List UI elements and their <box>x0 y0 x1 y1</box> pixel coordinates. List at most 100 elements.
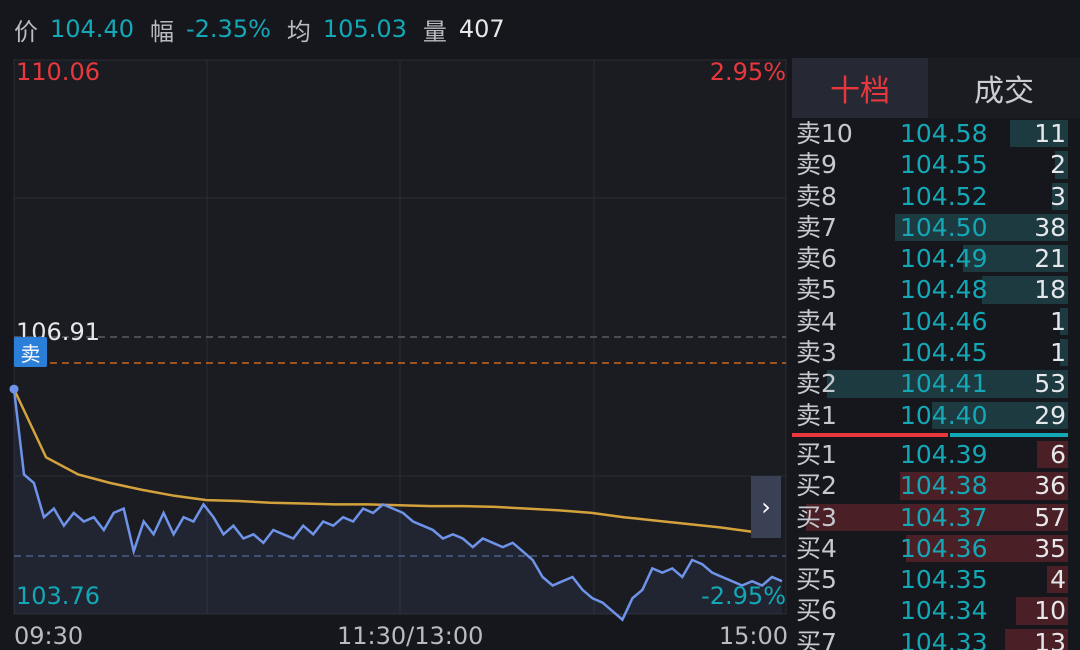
ask-volume-bar <box>963 245 1068 273</box>
bid-side-bar <box>950 432 1068 437</box>
volume-value: 407 <box>458 15 505 43</box>
bid-level-price: 104.36 <box>900 533 988 563</box>
bid-volume-bar <box>1016 597 1068 625</box>
bid-volume-bar <box>1037 440 1068 469</box>
ask-volume-bar <box>982 276 1068 304</box>
tab-trades[interactable]: 成交 <box>928 58 1080 118</box>
bid-level-price: 104.37 <box>900 502 988 532</box>
ask-level-row[interactable]: 卖9 104.55 2 <box>792 149 1080 180</box>
bid-level-row[interactable]: 买7 104.33 13 <box>792 627 1080 650</box>
time-label-open: 09:30 <box>14 622 84 650</box>
ask-level-row[interactable]: 卖2 104.41 53 <box>792 368 1080 399</box>
ask-volume-bar <box>1052 182 1068 210</box>
bid-level-label: 买3 <box>796 502 837 532</box>
ask-level-label: 卖10 <box>796 119 853 148</box>
bid-level-row[interactable]: 买5 104.35 4 <box>792 564 1080 595</box>
bid-level-price: 104.38 <box>900 471 988 501</box>
bid-level-volume: 35 <box>1034 533 1066 563</box>
ask-level-row[interactable]: 卖3 104.45 1 <box>792 337 1080 368</box>
ask-level-row[interactable]: 卖8 104.52 3 <box>792 181 1080 212</box>
bid-level-row[interactable]: 买6 104.34 10 <box>792 595 1080 626</box>
quote-bar: 价 104.40 幅 -2.35% 均 105.03 量 407 <box>0 0 790 58</box>
price-line <box>12 388 783 622</box>
intraday-chart[interactable]: 110.06 2.95% 106.91 103.76 -2.95% 09:30 … <box>0 58 790 650</box>
ask-volume-bar <box>895 213 1068 242</box>
ask-level-price: 104.50 <box>900 212 988 242</box>
ask-level-volume: 11 <box>1034 119 1066 148</box>
ask-level-label: 卖8 <box>796 181 837 211</box>
bid-level-volume: 13 <box>1034 627 1066 650</box>
bid-level-row[interactable]: 买2 104.38 36 <box>792 470 1080 501</box>
sell-order-tag[interactable]: 卖 <box>14 337 47 367</box>
ask-level-price: 104.45 <box>900 338 988 368</box>
ask-level-label: 卖1 <box>796 400 837 430</box>
ask-level-volume: 1 <box>1050 306 1066 336</box>
ask-volume-bar <box>827 370 1068 398</box>
bid-level-volume: 10 <box>1034 596 1066 626</box>
ask-level-volume: 38 <box>1034 212 1066 242</box>
ask-level-volume: 18 <box>1034 275 1066 305</box>
order-book-levels: 卖10 104.58 11 卖9 104.55 2 卖8 104.52 3 卖7 104.50 38 卖… <box>792 118 1080 650</box>
ask-level-label: 卖9 <box>796 150 837 180</box>
chart-canvas[interactable] <box>0 58 790 650</box>
bid-level-label: 买5 <box>796 565 837 595</box>
ask-level-price: 104.46 <box>900 306 988 336</box>
price-label: 价 <box>14 17 38 46</box>
bid-level-row[interactable]: 买4 104.36 35 <box>792 533 1080 564</box>
ask-volume-bar <box>1060 339 1068 367</box>
ask-volume-bar <box>1060 307 1068 336</box>
price-area <box>14 389 782 620</box>
price-value: 104.40 <box>50 15 134 43</box>
chevron-right-icon: › <box>761 493 771 521</box>
high-price-label: 110.06 <box>16 58 100 86</box>
ask-level-row[interactable]: 卖6 104.49 21 <box>792 243 1080 274</box>
ask-level-label: 卖4 <box>796 306 837 336</box>
bid-level-price: 104.39 <box>900 439 988 469</box>
bid-volume-bar <box>806 503 1068 531</box>
high-pct-label: 2.95% <box>709 58 786 86</box>
expand-chart-button[interactable]: › <box>751 476 781 538</box>
bid-level-price: 104.34 <box>900 596 988 626</box>
low-price-label: 103.76 <box>16 582 100 610</box>
bid-level-label: 买4 <box>796 533 837 563</box>
ask-level-row[interactable]: 卖4 104.46 1 <box>792 306 1080 337</box>
bid-level-price: 104.33 <box>900 627 988 650</box>
ask-level-price: 104.40 <box>900 400 988 430</box>
avg-label: 均 <box>286 17 311 46</box>
ask-level-row[interactable]: 卖7 104.50 38 <box>792 212 1080 243</box>
bid-level-volume: 6 <box>1050 439 1066 469</box>
start-dot <box>9 384 19 394</box>
ask-level-volume: 53 <box>1034 369 1066 399</box>
ask-level-price: 104.58 <box>900 119 988 148</box>
tab-ten-levels[interactable]: 十档 <box>792 58 928 118</box>
time-label-close: 15:00 <box>718 622 788 650</box>
ask-level-price: 104.49 <box>900 244 988 274</box>
bid-level-volume: 4 <box>1050 565 1066 595</box>
order-book-panel: 十档 成交 卖10 104.58 11 卖9 104.55 2 卖8 104.52 3 卖7 104… <box>792 58 1080 650</box>
ask-level-volume: 21 <box>1034 244 1066 274</box>
low-pct-label: -2.95% <box>701 582 786 610</box>
ask-level-label: 卖2 <box>796 369 837 399</box>
bid-level-label: 买2 <box>796 471 837 501</box>
bid-level-volume: 57 <box>1034 502 1066 532</box>
bid-level-volume: 36 <box>1034 471 1066 501</box>
ask-level-row[interactable]: 卖5 104.48 18 <box>792 274 1080 305</box>
ask-level-label: 卖6 <box>796 244 837 274</box>
bid-level-row[interactable]: 买3 104.37 57 <box>792 502 1080 533</box>
ask-level-price: 104.41 <box>900 369 988 399</box>
time-label-midday: 11:30/13:00 <box>337 622 484 650</box>
ask-level-volume: 29 <box>1034 400 1066 430</box>
ask-level-row[interactable]: 卖1 104.40 29 <box>792 400 1080 431</box>
change-label: 幅 <box>149 17 174 46</box>
ask-level-row[interactable]: 卖10 104.58 11 <box>792 118 1080 149</box>
ask-level-volume: 2 <box>1050 150 1066 180</box>
ask-level-label: 卖5 <box>796 275 837 305</box>
ask-level-price: 104.48 <box>900 275 988 305</box>
bid-level-row[interactable]: 买1 104.39 6 <box>792 439 1080 470</box>
bid-level-label: 买6 <box>796 596 837 626</box>
ask-level-label: 卖3 <box>796 338 837 368</box>
ask-level-volume: 3 <box>1050 181 1066 211</box>
ask-volume-bar <box>1010 120 1068 148</box>
bid-level-label: 买1 <box>796 439 837 469</box>
volume-label: 量 <box>422 17 447 46</box>
